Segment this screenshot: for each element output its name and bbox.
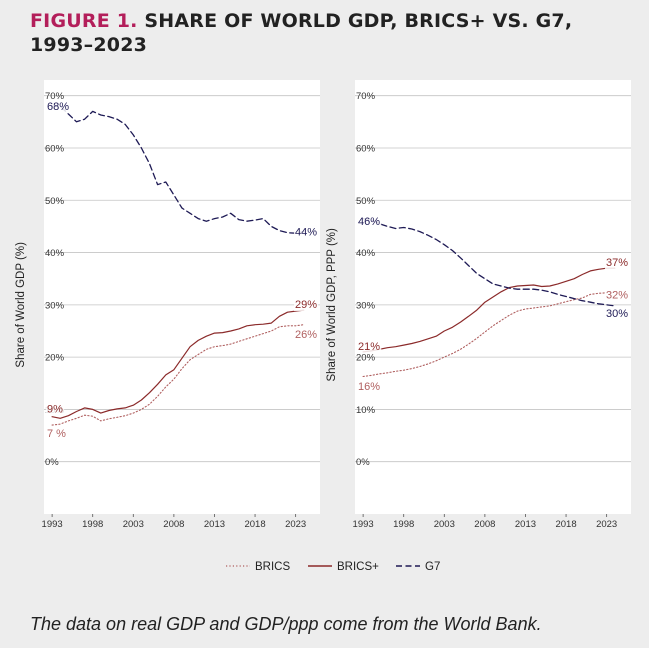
- x-tick-label: 2018: [244, 519, 265, 530]
- series-line-brics-plus: [362, 267, 616, 353]
- data-label: 37%: [606, 257, 628, 269]
- chart-panel-2: 0% 10% 20% 30% 40% 50% 60% 70% 1993 1998 2003 2008 2…: [326, 80, 631, 530]
- x-tick-label: 1998: [393, 519, 414, 530]
- x-tick-label: 2003: [123, 519, 144, 530]
- x-tick-label: 2018: [555, 519, 576, 530]
- data-label: 7 %: [47, 428, 66, 440]
- data-label-backing: [46, 428, 68, 441]
- data-label-backing: [293, 328, 319, 341]
- data-label: 44%: [295, 227, 317, 239]
- x-tick-label: 1993: [353, 519, 374, 530]
- legend-label: G7: [425, 561, 440, 573]
- chart-panel-1: 0%10%20%30%40%50%60%70%19931998200320082…: [15, 80, 320, 530]
- data-label-backing: [357, 381, 382, 394]
- y-tick-label: 20%: [356, 353, 376, 364]
- plot-area: [44, 80, 320, 514]
- y-tick-label: 30%: [356, 300, 376, 311]
- x-tick-label: 2008: [163, 519, 184, 530]
- figure-label: FIGURE 1.: [30, 10, 138, 32]
- data-label: 16%: [358, 381, 380, 393]
- y-axis-label: Share of World GDP (%): [15, 242, 27, 368]
- series-line-brics: [362, 291, 616, 378]
- data-label-backing: [604, 257, 630, 270]
- y-tick-label: 50%: [45, 196, 65, 207]
- legend-label: BRICS: [255, 561, 290, 573]
- x-tick-label: 2013: [515, 519, 536, 530]
- series-line-brics: [51, 324, 305, 426]
- data-label-backing: [604, 289, 630, 302]
- y-tick-label: 40%: [356, 248, 376, 259]
- data-label-backing: [357, 340, 382, 353]
- data-label: 21%: [358, 341, 380, 353]
- x-tick-label: 2013: [204, 519, 225, 530]
- data-label-backing: [46, 403, 65, 416]
- figure-title: FIGURE 1. SHARE OF WORLD GDP, BRICS+ VS.…: [30, 9, 630, 57]
- y-tick-label: 60%: [45, 143, 65, 154]
- data-label-backing: [293, 226, 319, 239]
- x-tick-label: 2008: [474, 519, 495, 530]
- data-label: 68%: [47, 101, 69, 113]
- x-tick-label: 2023: [285, 519, 306, 530]
- x-tick-label: 1998: [82, 519, 103, 530]
- y-tick-label: 30%: [45, 300, 65, 311]
- y-tick-label: 10%: [356, 405, 376, 416]
- data-label: 29%: [295, 299, 317, 311]
- x-tick-label: 2003: [434, 519, 455, 530]
- x-tick-label: 2023: [596, 519, 617, 530]
- data-label: 9%: [47, 404, 63, 416]
- y-axis-label: Share of World GDP, PPP (%): [326, 228, 338, 382]
- data-label-backing: [604, 307, 630, 320]
- y-tick-label: 20%: [45, 353, 65, 364]
- legend: BRICS BRICS+ G7: [226, 561, 440, 573]
- series-line-brics-plus: [51, 309, 305, 419]
- y-tick-label: 0%: [356, 457, 370, 468]
- data-label: 26%: [295, 329, 317, 341]
- series-line-g7: [51, 105, 305, 234]
- data-label-backing: [357, 216, 382, 229]
- data-label: 32%: [606, 289, 628, 301]
- y-tick-label: 70%: [356, 91, 376, 102]
- data-label: 46%: [358, 216, 380, 228]
- charts-canvas: 0% 10% 20% 30% 40% 50% 60% 70% 1993 1998 2003 2008 2…: [15, 80, 631, 573]
- y-tick-label: 0%: [45, 457, 59, 468]
- y-tick-label: 70%: [45, 91, 65, 102]
- y-tick-label: 60%: [356, 143, 376, 154]
- x-tick-label: 1993: [42, 519, 63, 530]
- data-label: 30%: [606, 308, 628, 320]
- series-line-g7: [362, 217, 616, 307]
- figure-title-text: SHARE OF WORLD GDP, BRICS+ VS. G7, 1993–…: [30, 10, 573, 56]
- source-footnote: The data on real GDP and GDP/ppp come fr…: [30, 614, 542, 634]
- y-tick-label: 40%: [45, 248, 65, 259]
- data-label-backing: [293, 299, 319, 312]
- data-label-backing: [46, 101, 71, 114]
- y-tick-label: 50%: [356, 196, 376, 207]
- legend-label: BRICS+: [337, 561, 379, 573]
